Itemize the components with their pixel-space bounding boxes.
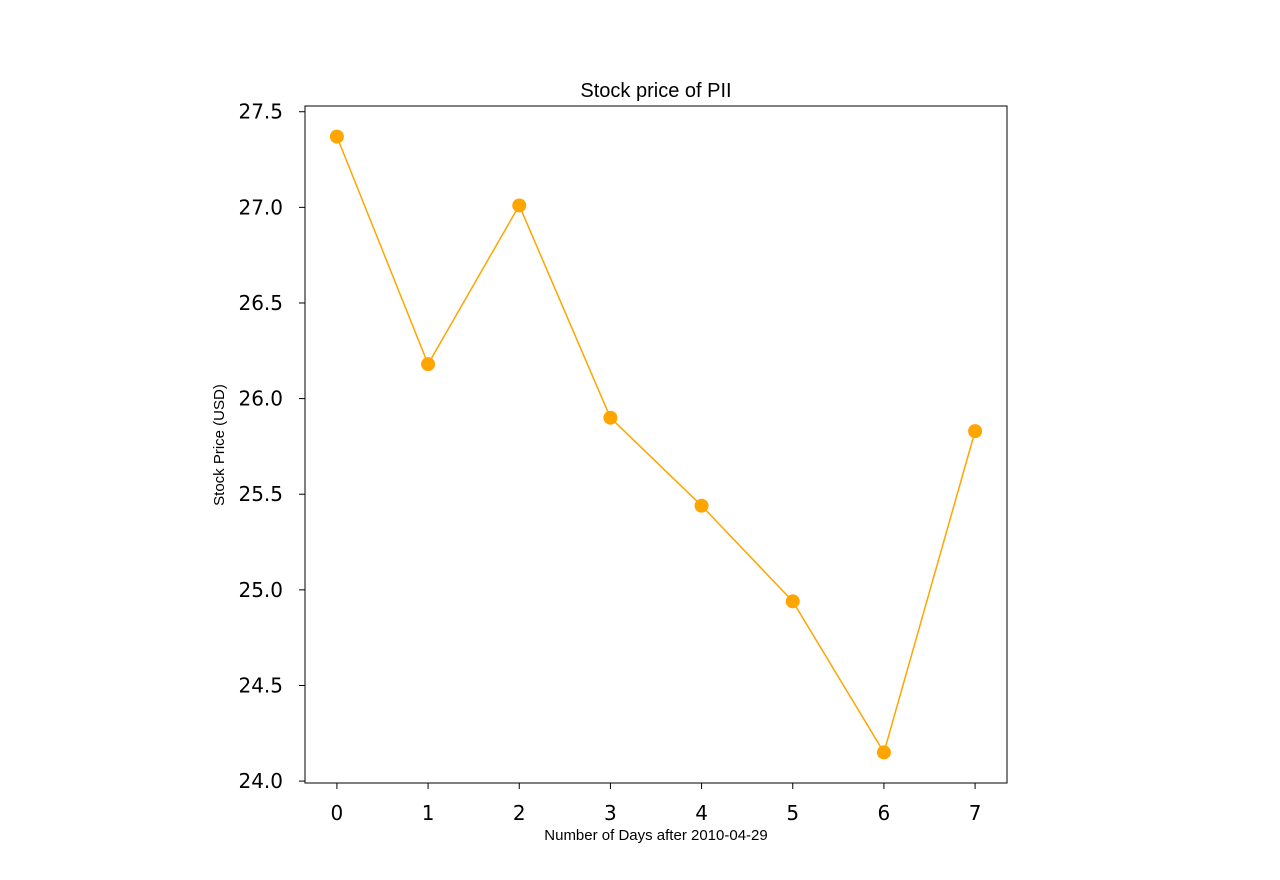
- data-point: [421, 357, 436, 372]
- x-tick-label: 5: [786, 801, 799, 825]
- x-tick-label: 7: [969, 801, 982, 825]
- data-point: [603, 410, 618, 425]
- data-point: [876, 745, 891, 760]
- price-line: [336, 136, 976, 755]
- y-tick-label: 25.5: [238, 482, 283, 506]
- y-tick-label: 27.0: [238, 195, 283, 219]
- y-tick-label: 26.5: [238, 291, 283, 315]
- x-tick-label: 6: [878, 801, 891, 825]
- data-point: [968, 424, 983, 439]
- x-axis-label: Number of Days after 2010-04-29: [544, 827, 767, 844]
- plot-frame: [304, 105, 1008, 784]
- x-tick-label: 4: [695, 801, 708, 825]
- data-point: [694, 498, 709, 513]
- x-tick-label: 1: [422, 801, 435, 825]
- y-tick-label: 25.0: [238, 578, 283, 602]
- data-point: [329, 129, 344, 144]
- x-tick-label: 0: [331, 801, 344, 825]
- x-tick-label: 3: [604, 801, 617, 825]
- x-tick-label: 2: [513, 801, 526, 825]
- data-point: [785, 594, 800, 609]
- y-axis-label: Stock Price (USD): [211, 384, 228, 506]
- data-point: [512, 198, 527, 213]
- y-tick-label: 27.5: [238, 100, 283, 124]
- y-tick-label: 24.5: [238, 673, 283, 697]
- y-axis: 24.0 24.5 25.0 25.5 26.0 26.5 27.0 27.5: [238, 100, 305, 793]
- chart-title: Stock price of PII: [580, 80, 731, 102]
- y-tick-label: 26.0: [238, 387, 283, 411]
- x-axis: 0 1 2 3 4 5 6 7: [331, 783, 982, 825]
- series-layer: [329, 129, 983, 760]
- y-tick-label: 24.0: [238, 769, 283, 793]
